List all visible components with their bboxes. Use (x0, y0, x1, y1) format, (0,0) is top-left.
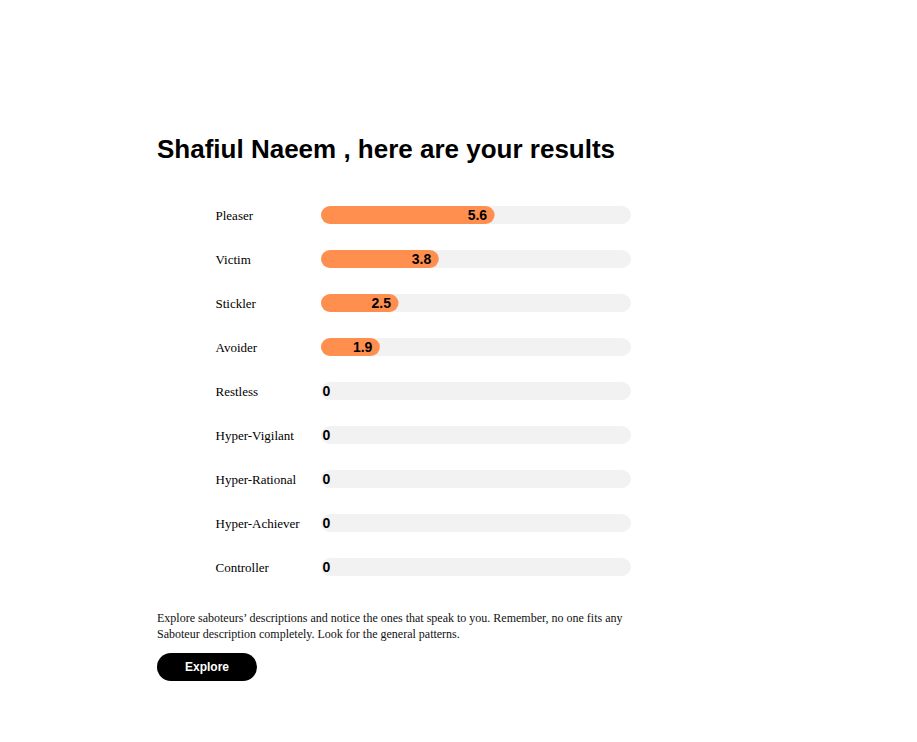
svg-text:Hyper-Rational: Hyper-Rational (216, 472, 297, 487)
html-text:Explore: Explore (185, 660, 229, 674)
svg-text:Hyper-Achiever: Hyper-Achiever (216, 516, 301, 531)
html-text:Explore saboteurs’ description: Explore saboteurs’ descriptions and noti… (157, 611, 623, 641)
svg-text:0: 0 (323, 515, 331, 531)
svg-text:5.6: 5.6 (468, 207, 488, 223)
svg-text:Victim: Victim (216, 252, 251, 267)
svg-text:Pleaser: Pleaser (216, 208, 254, 223)
html-text:Shafiul Naeem , here are your: Shafiul Naeem , here are your results (157, 134, 616, 164)
svg-text:0: 0 (323, 471, 331, 487)
svg-text:0: 0 (323, 559, 331, 575)
svg-text:Hyper-Vigilant: Hyper-Vigilant (216, 428, 295, 443)
svg-text:0: 0 (323, 427, 331, 443)
svg-text:Avoider: Avoider (216, 340, 258, 355)
svg-text:Stickler: Stickler (216, 296, 257, 311)
svg-text:2.5: 2.5 (372, 295, 392, 311)
svg-text:3.8: 3.8 (412, 251, 432, 267)
svg-text:1.9: 1.9 (353, 339, 373, 355)
svg-text:Controller: Controller (216, 560, 270, 575)
svg-text:Restless: Restless (216, 384, 259, 399)
svg-text:0: 0 (323, 383, 331, 399)
